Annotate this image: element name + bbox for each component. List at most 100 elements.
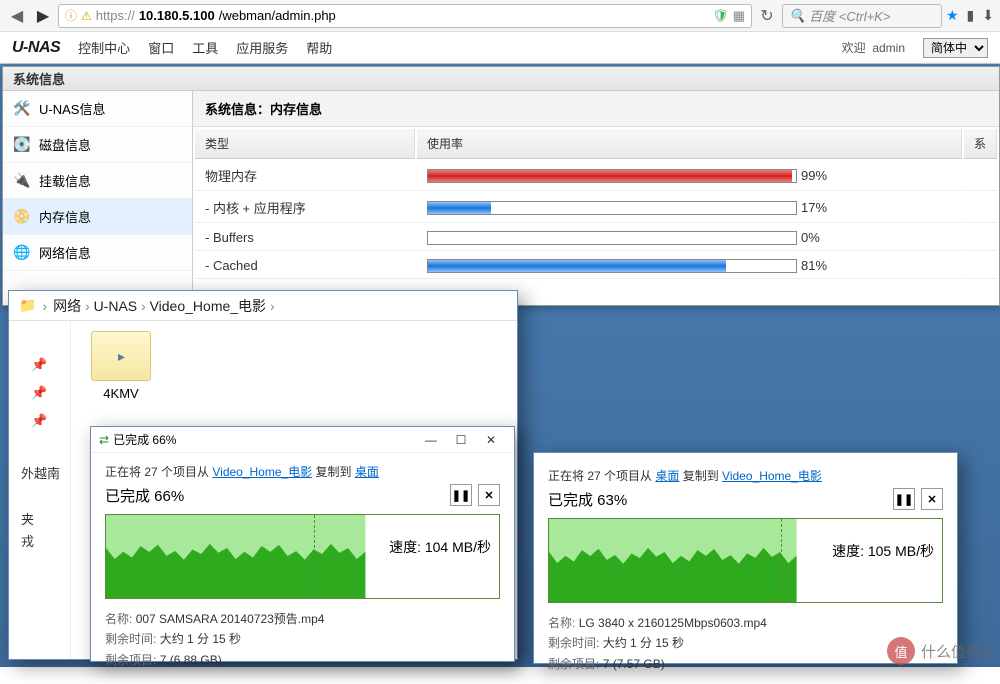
mount-info-icon: 🔌 bbox=[13, 172, 31, 190]
sidebar-item-network-info[interactable]: 🌐 网络信息 bbox=[3, 235, 192, 271]
watermark: 值 什么值得买 bbox=[887, 637, 996, 665]
pin-icon[interactable]: 📌 bbox=[9, 413, 70, 429]
folder-label: 4KMV bbox=[81, 386, 161, 401]
src-link[interactable]: Video_Home_电影 bbox=[212, 465, 312, 479]
unas-info-icon: 🛠️ bbox=[13, 100, 31, 118]
reload-button[interactable]: ↻ bbox=[756, 5, 778, 27]
dst-link[interactable]: 桌面 bbox=[355, 465, 379, 479]
menu-应用服务[interactable]: 应用服务 bbox=[236, 41, 288, 56]
progress-pct: 81% bbox=[801, 258, 827, 273]
dst-link[interactable]: Video_Home_电影 bbox=[722, 469, 822, 483]
progress-pct: 99% bbox=[801, 168, 827, 183]
menu-控制中心[interactable]: 控制中心 bbox=[78, 41, 130, 56]
row-name: - Buffers bbox=[195, 225, 415, 251]
sidebar-item-label: U-NAS信息 bbox=[39, 99, 105, 118]
sidebar-item-label: 网络信息 bbox=[39, 243, 91, 262]
progress-bar bbox=[427, 259, 797, 273]
menu-帮助[interactable]: 帮助 bbox=[306, 41, 332, 56]
table-row: - Buffers 0% bbox=[195, 225, 997, 251]
copy-meta: 名称: 007 SAMSARA 20140723预告.mp4 剩余时间: 大约 … bbox=[105, 609, 500, 670]
copy-status: 已完成 63% bbox=[548, 489, 887, 510]
sidebar-item-label: 挂载信息 bbox=[39, 171, 91, 190]
menu-窗口[interactable]: 窗口 bbox=[148, 41, 174, 56]
sidebar-item-unas-info[interactable]: 🛠️ U-NAS信息 bbox=[3, 91, 192, 127]
crumb[interactable]: U-NAS bbox=[94, 298, 138, 314]
maximize-button[interactable]: ☐ bbox=[446, 433, 476, 447]
forward-button[interactable]: ▶ bbox=[32, 5, 54, 27]
crumb[interactable]: Video_Home_电影 bbox=[150, 298, 266, 314]
copy-status: 已完成 66% bbox=[105, 485, 444, 506]
welcome-label: 欢迎 bbox=[842, 41, 866, 55]
copy-meta: 名称: LG 3840 x 2160125Mbps0603.mp4 剩余时间: … bbox=[548, 613, 943, 674]
shield-icon[interactable]: 🛡 bbox=[712, 8, 729, 24]
chevron-icon: › bbox=[266, 298, 275, 314]
bookmark-icon[interactable]: ★ bbox=[946, 7, 959, 24]
pocket-icon[interactable]: ▮ bbox=[967, 7, 975, 24]
pause-button[interactable]: ❚❚ bbox=[450, 484, 472, 506]
src-link[interactable]: 桌面 bbox=[655, 469, 679, 483]
folder-item[interactable]: 4KMV bbox=[81, 331, 161, 401]
progress-bar bbox=[427, 231, 797, 245]
cancel-button[interactable]: ✕ bbox=[478, 484, 500, 506]
pin-icon[interactable]: 📌 bbox=[9, 385, 70, 401]
transfer-icon: ⇄ bbox=[99, 433, 109, 447]
breadcrumb[interactable]: 📁 › 网络 › U-NAS › Video_Home_电影 › bbox=[9, 291, 517, 321]
copy-dialog-2[interactable]: 正在将 27 个项目从 桌面 复制到 Video_Home_电影 已完成 63%… bbox=[533, 452, 958, 664]
network-info-icon: 🌐 bbox=[13, 244, 31, 262]
col-extra[interactable]: 系 bbox=[964, 129, 997, 159]
pin-icon[interactable]: 📌 bbox=[9, 357, 70, 373]
user-name[interactable]: admin bbox=[872, 41, 905, 55]
download-icon[interactable]: ⬇ bbox=[982, 7, 994, 24]
grid-icon[interactable]: ▦ bbox=[733, 8, 745, 24]
chevron-icon: › bbox=[81, 298, 93, 314]
content-title: 系统信息：内存信息 bbox=[193, 91, 999, 127]
minimize-button[interactable]: — bbox=[416, 433, 446, 447]
copy-line: 正在将 27 个项目从 Video_Home_电影 复制到 桌面 bbox=[105, 463, 500, 480]
sidebar-item-label: 磁盘信息 bbox=[39, 135, 91, 154]
row-name: - Cached bbox=[195, 253, 415, 279]
memory-info-icon: 📀 bbox=[13, 208, 31, 226]
copy-title: 已完成 66% bbox=[113, 431, 416, 448]
app-menubar: U-NAS 控制中心 窗口 工具 应用服务 帮助 欢迎 admin 简体中 bbox=[0, 32, 1000, 64]
window-title[interactable]: 系统信息 bbox=[3, 67, 999, 91]
copy-dialog-1[interactable]: ⇄ 已完成 66% — ☐ ✕ 正在将 27 个项目从 Video_Home_电… bbox=[90, 426, 515, 662]
menu-工具[interactable]: 工具 bbox=[192, 41, 218, 56]
progress-pct: 17% bbox=[801, 200, 827, 215]
col-type[interactable]: 类型 bbox=[195, 129, 415, 159]
memory-table: 类型 使用率 系 物理内存 99% - 内核 + 应用程序17%- Buffers 0… bbox=[193, 127, 999, 281]
row-name: 物理内存 bbox=[195, 161, 415, 191]
copy-titlebar[interactable]: ⇄ 已完成 66% — ☐ ✕ bbox=[91, 427, 514, 453]
search-box[interactable]: 🔍 百度 <Ctrl+K> bbox=[782, 4, 942, 28]
app-logo: U-NAS bbox=[12, 39, 60, 57]
content-panel: 系统信息：内存信息 类型 使用率 系 物理内存 99% - 内核 + 应用程序17%… bbox=[193, 91, 999, 305]
sidebar-item-mount-info[interactable]: 🔌 挂载信息 bbox=[3, 163, 192, 199]
table-row: - 内核 + 应用程序17% bbox=[195, 193, 997, 223]
sidebar-item-memory-info[interactable]: 📀 内存信息 bbox=[3, 199, 192, 235]
sidebar-item-disk-info[interactable]: 💽磁盘信息 bbox=[3, 127, 192, 163]
explorer-nav: 📌 📌 📌 bbox=[9, 321, 71, 659]
chevron-icon: › bbox=[137, 298, 149, 314]
table-row: - Cached 81% bbox=[195, 253, 997, 279]
sidebar: 🛠️ U-NAS信息 💽磁盘信息 🔌 挂载信息 📀 内存信息 🌐 网络信息 bbox=[3, 91, 193, 305]
browser-toolbar: ◀ ▶ ⓘ ⚠ https://10.180.5.100/webman/admi… bbox=[0, 0, 1000, 32]
col-usage[interactable]: 使用率 bbox=[417, 129, 962, 159]
language-select[interactable]: 简体中 bbox=[923, 38, 988, 58]
cancel-button[interactable]: ✕ bbox=[921, 488, 943, 510]
url-path: /webman/admin.php bbox=[219, 8, 336, 23]
copy-line: 正在将 27 个项目从 桌面 复制到 Video_Home_电影 bbox=[548, 467, 943, 484]
url-host: 10.180.5.100 bbox=[139, 8, 215, 23]
speed-chart: 速度: 105 MB/秒 bbox=[548, 518, 943, 603]
speed-chart: 速度: 104 MB/秒 bbox=[105, 514, 500, 599]
progress-bar bbox=[427, 201, 797, 215]
progress-pct: 0% bbox=[801, 230, 820, 245]
crumb[interactable]: 网络 bbox=[53, 298, 81, 314]
speed-label: 速度: 105 MB/秒 bbox=[830, 541, 936, 561]
system-info-window: 系统信息 🛠️ U-NAS信息 💽磁盘信息 🔌 挂载信息 📀 内存信息 🌐 网络信息 系统信息：… bbox=[2, 66, 1000, 306]
url-scheme: https:// bbox=[96, 8, 135, 23]
url-bar[interactable]: ⓘ ⚠ https://10.180.5.100/webman/admin.ph… bbox=[58, 4, 752, 28]
sidebar-item-label: 内存信息 bbox=[39, 207, 91, 226]
folder-thumb-icon bbox=[91, 331, 151, 381]
pause-button[interactable]: ❚❚ bbox=[893, 488, 915, 510]
back-button[interactable]: ◀ bbox=[6, 5, 28, 27]
close-button[interactable]: ✕ bbox=[476, 433, 506, 447]
